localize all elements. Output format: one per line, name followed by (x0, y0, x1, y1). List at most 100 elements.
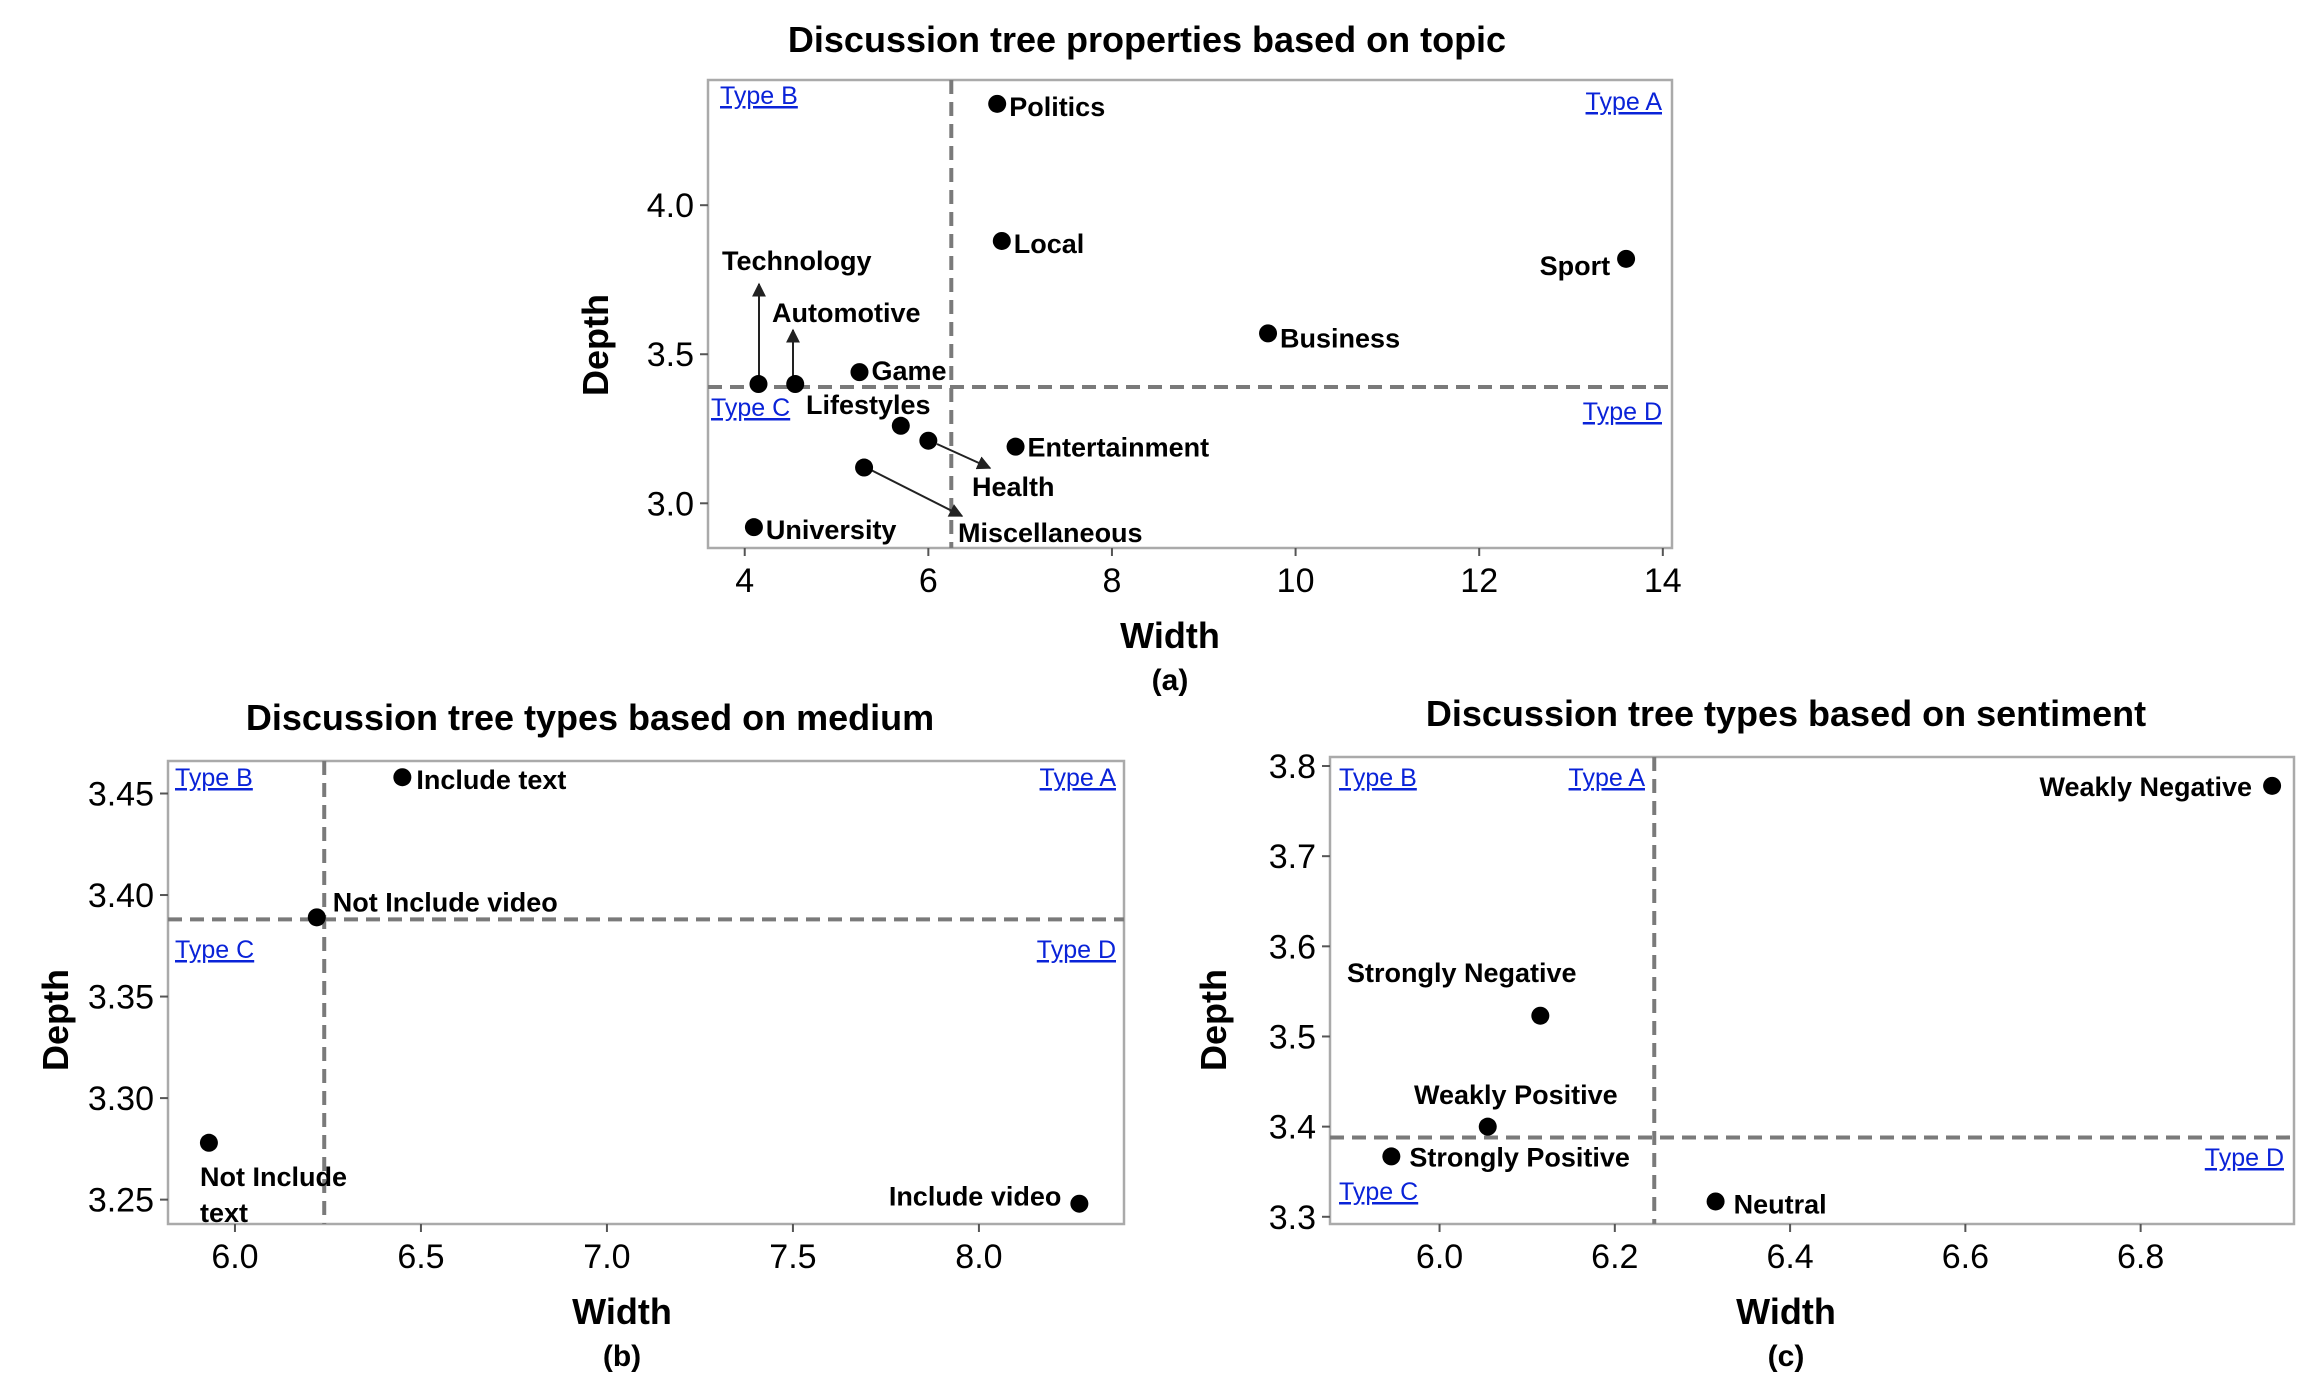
x-tick-label: 7.0 (583, 1238, 630, 1276)
x-tick-label: 6.5 (397, 1238, 444, 1276)
x-tick-label: 6.4 (1766, 1238, 1813, 1276)
point-label-university: University (766, 515, 897, 545)
y-tick-label: 3.25 (88, 1182, 154, 1220)
point-label-health: Health (972, 472, 1055, 502)
y-tick-label: 3.4 (1269, 1109, 1316, 1147)
chart-medium: Discussion tree types based on medium 6.0… (35, 697, 1126, 1373)
point-label-politics: Politics (1009, 92, 1105, 122)
plot-frame (1328, 755, 2296, 1226)
point-include-video (1070, 1194, 1089, 1213)
x-tick-label: 6.6 (1942, 1238, 1989, 1276)
x-tick-label: 4 (735, 562, 754, 600)
type-link-type-a[interactable]: Type A (1586, 88, 1663, 116)
x-axis-label: Width (572, 1291, 672, 1332)
point-automotive (786, 375, 805, 394)
point-label-strongly-positive: Strongly Positive (1409, 1142, 1630, 1172)
point-business (1259, 324, 1278, 343)
type-link-type-d[interactable]: Type D (1583, 398, 1662, 426)
type-link-type-c[interactable]: Type C (1339, 1178, 1418, 1206)
y-tick-label: 3.45 (88, 775, 154, 813)
point-label-business: Business (1280, 323, 1400, 353)
panel-label: (c) (1768, 1340, 1805, 1373)
point-label-local: Local (1014, 229, 1085, 259)
x-tick-label: 6.2 (1591, 1238, 1638, 1276)
chart-title: Discussion tree properties based on topi… (788, 19, 1506, 60)
chart-title: Discussion tree types based on medium (246, 697, 934, 738)
y-tick-label: 3.35 (88, 979, 154, 1017)
x-tick-label: 10 (1277, 562, 1315, 600)
x-tick-label: 6.0 (1416, 1238, 1463, 1276)
type-link-type-a[interactable]: Type A (1040, 764, 1117, 792)
x-tick-label: 8 (1103, 562, 1122, 600)
point-neutral (1706, 1192, 1725, 1211)
plot-frame (166, 759, 1126, 1226)
x-tick-label: 6.8 (2117, 1238, 2164, 1276)
point-label-include-video: Include video (889, 1182, 1062, 1212)
type-link-type-b[interactable]: Type B (175, 764, 253, 792)
point-sport (1617, 249, 1636, 268)
point-label-weakly-positive: Weakly Positive (1414, 1080, 1618, 1110)
point-university (744, 518, 763, 537)
x-axis-label: Width (1120, 615, 1220, 656)
point-technology (749, 375, 768, 394)
y-tick-label: 3.6 (1269, 928, 1316, 966)
point-label-sport: Sport (1540, 251, 1611, 281)
point-weakly-positive (1478, 1117, 1497, 1136)
type-link-type-d[interactable]: Type D (1037, 936, 1116, 964)
point-label-not-include-text: text (200, 1198, 248, 1228)
x-tick-label: 12 (1460, 562, 1498, 600)
panel-label: (a) (1152, 664, 1189, 697)
plot-frame (706, 78, 1674, 550)
point-health (919, 431, 938, 450)
point-strongly-positive (1382, 1147, 1401, 1166)
point-miscellaneous (855, 458, 874, 477)
x-tick-label: 8.0 (955, 1238, 1002, 1276)
y-axis-label: Depth (35, 969, 76, 1071)
y-tick-label: 4.0 (647, 187, 694, 225)
y-tick-label: 3.5 (1269, 1018, 1316, 1056)
y-tick-label: 3.7 (1269, 838, 1316, 876)
type-link-type-a[interactable]: Type A (1569, 764, 1646, 792)
type-link-type-c[interactable]: Type C (175, 936, 254, 964)
y-axis-label: Depth (1193, 969, 1234, 1071)
point-label-include-text: Include text (416, 765, 566, 795)
point-label-game: Game (871, 356, 946, 386)
point-label-neutral: Neutral (1734, 1189, 1827, 1219)
type-link-type-b[interactable]: Type B (720, 82, 798, 110)
arrow-miscellaneous (870, 469, 964, 517)
point-local (992, 231, 1011, 250)
point-not-include-text (199, 1133, 218, 1152)
x-tick-label: 6 (919, 562, 938, 600)
point-not-include-video (307, 908, 326, 927)
point-lifestyles (891, 416, 910, 435)
x-axis-label: Width (1736, 1291, 1836, 1332)
point-label-entertainment: Entertainment (1028, 433, 1210, 463)
point-label-not-include-video: Not Include video (333, 887, 558, 917)
x-tick-label: 6.0 (211, 1238, 258, 1276)
point-weakly-negative (2263, 776, 2282, 795)
arrow-health (936, 443, 992, 470)
point-label-weakly-negative: Weakly Negative (2039, 772, 2252, 802)
y-tick-label: 3.5 (647, 336, 694, 374)
y-tick-label: 3.8 (1269, 748, 1316, 786)
y-tick-label: 3.40 (88, 877, 154, 915)
point-label-automotive: Automotive (772, 298, 921, 328)
point-label-technology: Technology (722, 246, 872, 276)
chart-topic: Discussion tree properties based on topi… (575, 19, 1682, 697)
point-strongly-negative (1531, 1006, 1550, 1025)
point-label-not-include-text: Not Include (200, 1162, 347, 1192)
type-link-type-d[interactable]: Type D (2205, 1144, 2284, 1172)
y-axis-label: Depth (575, 294, 616, 396)
point-game (850, 363, 869, 382)
y-tick-label: 3.30 (88, 1080, 154, 1118)
x-tick-label: 14 (1644, 562, 1682, 600)
y-tick-label: 3.0 (647, 485, 694, 523)
point-label-miscellaneous: Miscellaneous (958, 518, 1143, 548)
panel-label: (b) (603, 1340, 641, 1373)
type-link-type-b[interactable]: Type B (1339, 764, 1417, 792)
y-tick-label: 3.3 (1269, 1199, 1316, 1237)
type-link-type-c[interactable]: Type C (711, 394, 790, 422)
point-label-strongly-negative: Strongly Negative (1347, 958, 1577, 988)
chart-sentiment: Discussion tree types based on sentiment… (1193, 693, 2296, 1373)
